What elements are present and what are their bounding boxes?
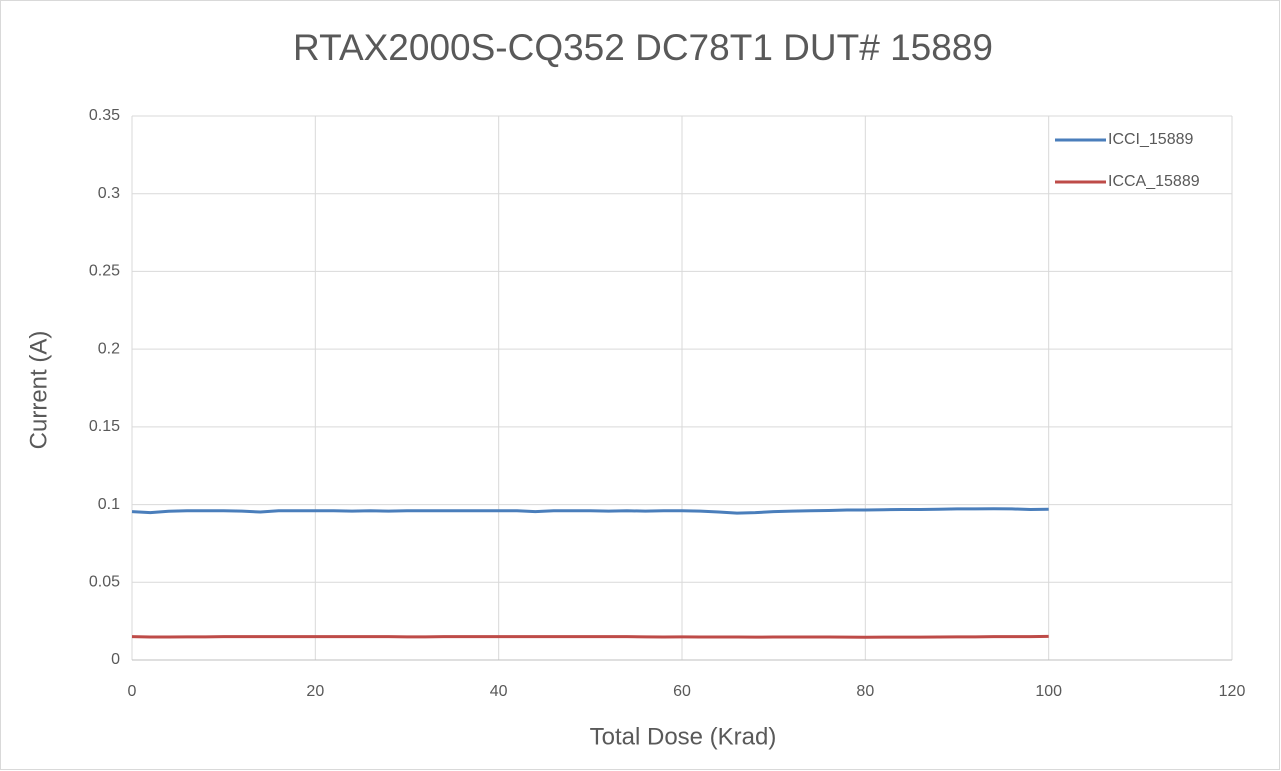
legend-label: ICCI_15889 — [1108, 131, 1193, 148]
y-tick-label: 0 — [111, 651, 120, 668]
x-tick-label: 40 — [490, 683, 508, 700]
y-tick-label: 0.2 — [98, 340, 120, 357]
x-tick-label: 20 — [306, 683, 324, 700]
x-tick-label: 80 — [856, 683, 874, 700]
x-tick-label: 120 — [1219, 683, 1246, 700]
x-tick-label: 60 — [673, 683, 691, 700]
y-tick-label: 0.35 — [89, 107, 120, 124]
x-tick-label: 0 — [128, 683, 137, 700]
x-tick-label: 100 — [1035, 683, 1062, 700]
chart-title: RTAX2000S-CQ352 DC78T1 DUT# 15889 — [293, 27, 993, 68]
x-axis-label: Total Dose (Krad) — [590, 723, 777, 750]
legend-label: ICCA_15889 — [1108, 173, 1200, 190]
y-tick-label: 0.3 — [98, 185, 120, 202]
y-tick-label: 0.05 — [89, 574, 120, 591]
series-line — [131, 634, 1049, 639]
y-tick-label: 0.15 — [89, 418, 120, 435]
y-tick-label: 0.25 — [89, 263, 120, 280]
y-axis-label: Current (A) — [25, 331, 52, 450]
y-tick-label: 0.1 — [98, 496, 120, 513]
series-line — [131, 507, 1049, 515]
